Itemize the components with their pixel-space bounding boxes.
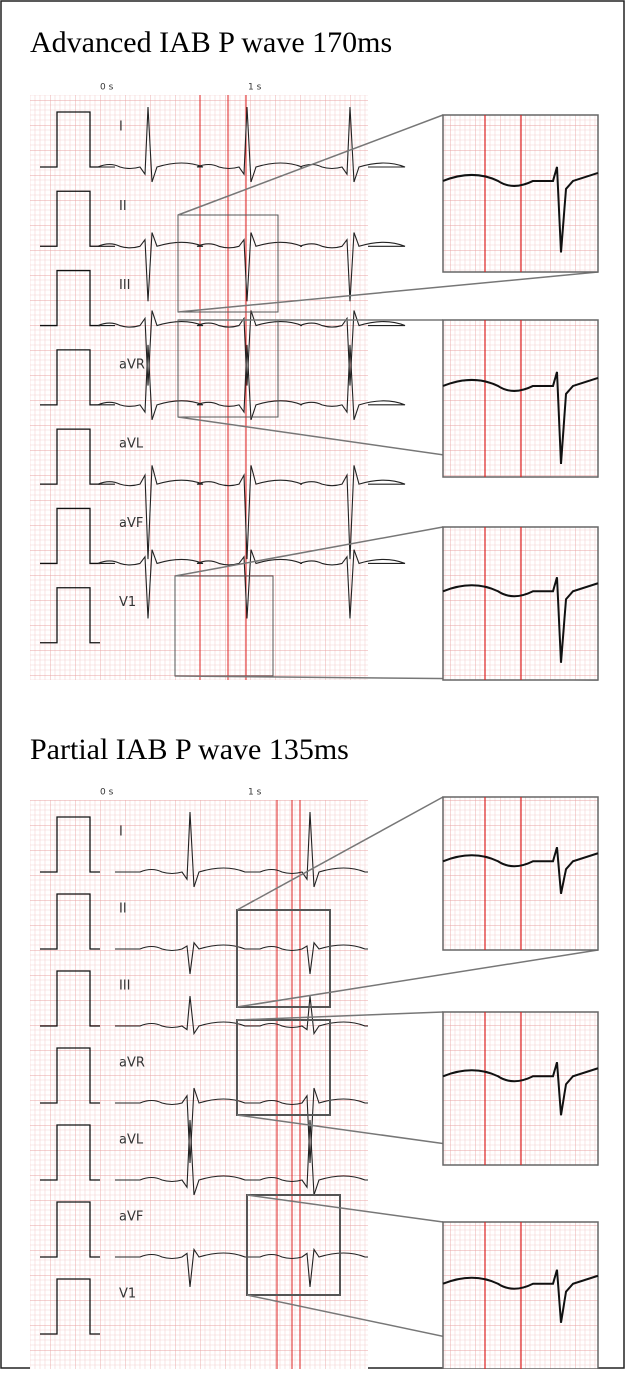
calibration-pulse	[40, 1278, 100, 1335]
zoom-trace	[442, 371, 599, 465]
lead-label: aVL	[119, 1133, 144, 1148]
calibration-pulse	[40, 111, 100, 168]
connector	[246, 1194, 444, 1223]
calibration-pulse	[40, 1201, 100, 1258]
ecg-trace	[115, 811, 368, 888]
lead-label: II	[119, 902, 127, 917]
zoom-trace	[442, 846, 599, 894]
ecg-trace	[115, 1119, 368, 1196]
lead-label: V1	[119, 595, 136, 610]
calibration-pulse	[40, 507, 100, 565]
ecg-trace	[115, 1247, 368, 1288]
ecg-trace	[97, 344, 406, 421]
ecg-trace	[97, 232, 406, 302]
ecg-trace	[115, 1087, 368, 1164]
lead-label: III	[119, 979, 131, 994]
calibration-pulse	[40, 1047, 100, 1104]
lead-label: I	[119, 120, 123, 135]
lead-label: aVR	[119, 357, 145, 372]
calibration-pulse	[40, 970, 100, 1027]
connector	[236, 949, 599, 1008]
calibration-pulse	[40, 428, 100, 485]
zoom-source	[236, 1019, 331, 1116]
time-label: 1 s	[248, 788, 262, 798]
panel-title: Partial IAB P wave 135ms	[30, 733, 349, 766]
zoom-source	[177, 214, 279, 313]
ecg-grid	[30, 95, 368, 680]
time-label: 0 s	[100, 788, 114, 798]
ecg-trace	[115, 995, 368, 1036]
lead-label: aVF	[119, 516, 143, 531]
zoom-trace	[442, 1269, 599, 1323]
ecg-grid	[30, 800, 368, 1369]
lead-label: aVR	[119, 1056, 145, 1071]
ecg-trace	[97, 310, 406, 386]
connector	[236, 1011, 444, 1021]
calibration-pulse	[40, 349, 100, 406]
calibration-pulse	[40, 893, 100, 950]
zoom-source	[246, 1194, 341, 1296]
calibration-pulse	[40, 1124, 100, 1181]
calibration-pulse	[40, 190, 100, 247]
connector	[174, 526, 444, 577]
ecg-trace	[97, 106, 406, 183]
connector	[177, 114, 444, 216]
ecg-trace	[97, 465, 406, 560]
zoom-source	[236, 909, 331, 1008]
zoom-trace	[442, 576, 599, 663]
zoom-trace	[442, 1061, 599, 1116]
lead-label: III	[119, 278, 131, 293]
panel-title: Advanced IAB P wave 170ms	[30, 26, 392, 59]
lead-label: V1	[119, 1287, 136, 1302]
lead-label: aVL	[119, 437, 144, 452]
calibration-pulse	[40, 269, 100, 327]
calibration-pulse	[40, 816, 100, 873]
connector	[236, 796, 444, 911]
zoom-trace	[442, 166, 599, 253]
ecg-trace	[115, 941, 368, 975]
time-label: 0 s	[100, 83, 114, 93]
time-label: 1 s	[248, 83, 262, 93]
connector	[177, 271, 599, 313]
calibration-pulse	[40, 587, 100, 644]
lead-label: II	[119, 199, 127, 214]
lead-label: I	[119, 825, 123, 840]
lead-label: aVF	[119, 1210, 143, 1225]
